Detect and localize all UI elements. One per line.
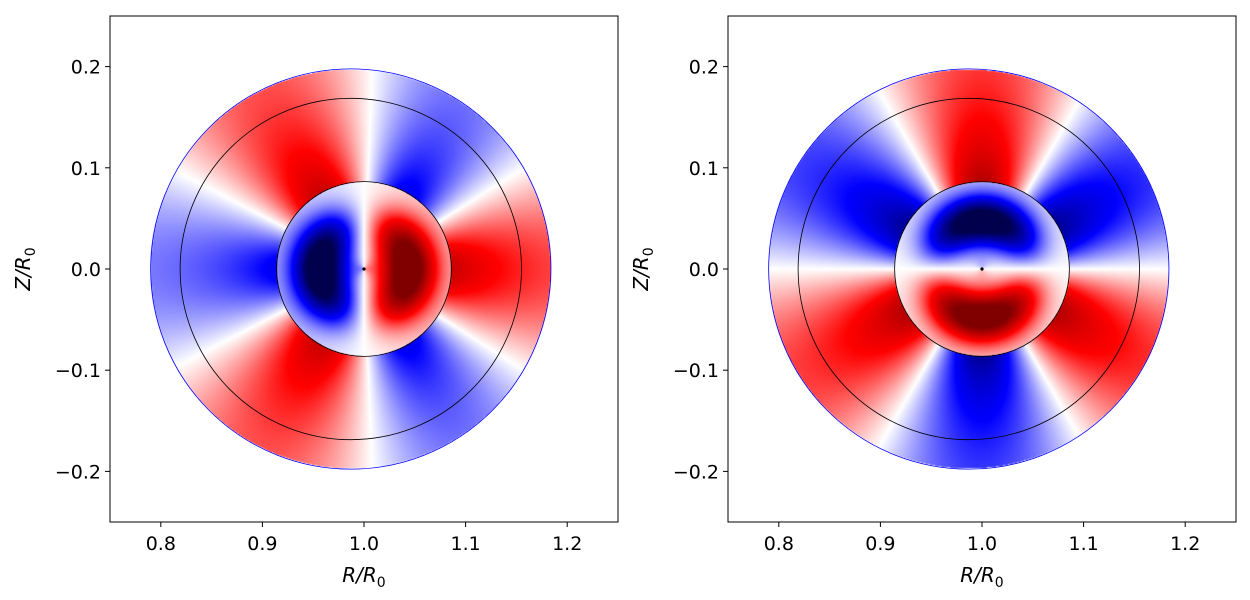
y-axis-label-main: Z/R bbox=[629, 256, 653, 291]
x-tick-label: 0.8 bbox=[146, 533, 176, 555]
y-tick-label: −0.2 bbox=[673, 461, 719, 483]
y-tick-label: 0.1 bbox=[71, 158, 101, 180]
y-tick-label: −0.1 bbox=[673, 360, 719, 382]
y-tick-label: 0.0 bbox=[71, 259, 101, 281]
x-axis-label: R/R0 bbox=[960, 563, 1003, 591]
flux-surface-0 bbox=[797, 97, 1140, 441]
y-axis-label: Z/R0 bbox=[11, 247, 39, 291]
x-axis-label-main: R/R bbox=[960, 563, 995, 587]
x-tick-label: 0.8 bbox=[764, 533, 794, 555]
domain-boundary bbox=[768, 68, 1170, 470]
right-panel: 0.8 0.9 1.0 1.1 1.2−0.2−0.10.00.10.2R/R0Z/R0 bbox=[629, 15, 1237, 591]
x-tick-label: 1.1 bbox=[1068, 533, 1098, 555]
flux-surface-1 bbox=[276, 181, 452, 357]
y-tick-label: 0.1 bbox=[689, 158, 719, 180]
y-tick-label: −0.2 bbox=[55, 461, 101, 483]
y-axis-label-subscript: 0 bbox=[641, 247, 657, 256]
x-tick-label: 1.1 bbox=[450, 533, 480, 555]
y-axis-label: Z/R0 bbox=[629, 247, 657, 291]
y-tick-label: 0.2 bbox=[689, 57, 719, 79]
y-axis-label-subscript: 0 bbox=[23, 247, 39, 256]
domain-boundary bbox=[150, 68, 552, 470]
x-axis-label: R/R0 bbox=[342, 563, 385, 591]
x-axis-label-main: R/R bbox=[342, 563, 377, 587]
x-tick-label: 0.9 bbox=[247, 533, 277, 555]
x-tick-label: 1.0 bbox=[967, 533, 997, 555]
x-tick-label: 0.9 bbox=[865, 533, 895, 555]
y-axis-label-main: Z/R bbox=[11, 256, 35, 291]
magnetic-axis-point bbox=[980, 267, 984, 271]
x-tick-label: 1.2 bbox=[1170, 533, 1200, 555]
y-tick-label: 0.0 bbox=[689, 259, 719, 281]
x-axis-label-subscript: 0 bbox=[995, 575, 1004, 591]
x-tick-label: 1.0 bbox=[349, 533, 379, 555]
x-tick-label: 1.2 bbox=[552, 533, 582, 555]
left-panel: 0.8 0.9 1.0 1.1 1.2−0.2−0.10.00.10.2R/R0Z/R0 bbox=[11, 15, 619, 591]
magnetic-axis-point bbox=[362, 267, 366, 271]
flux-surface-1 bbox=[894, 181, 1070, 357]
y-tick-label: −0.1 bbox=[55, 360, 101, 382]
y-tick-label: 0.2 bbox=[71, 57, 101, 79]
x-axis-label-subscript: 0 bbox=[377, 575, 386, 591]
flux-surface-0 bbox=[179, 97, 522, 441]
